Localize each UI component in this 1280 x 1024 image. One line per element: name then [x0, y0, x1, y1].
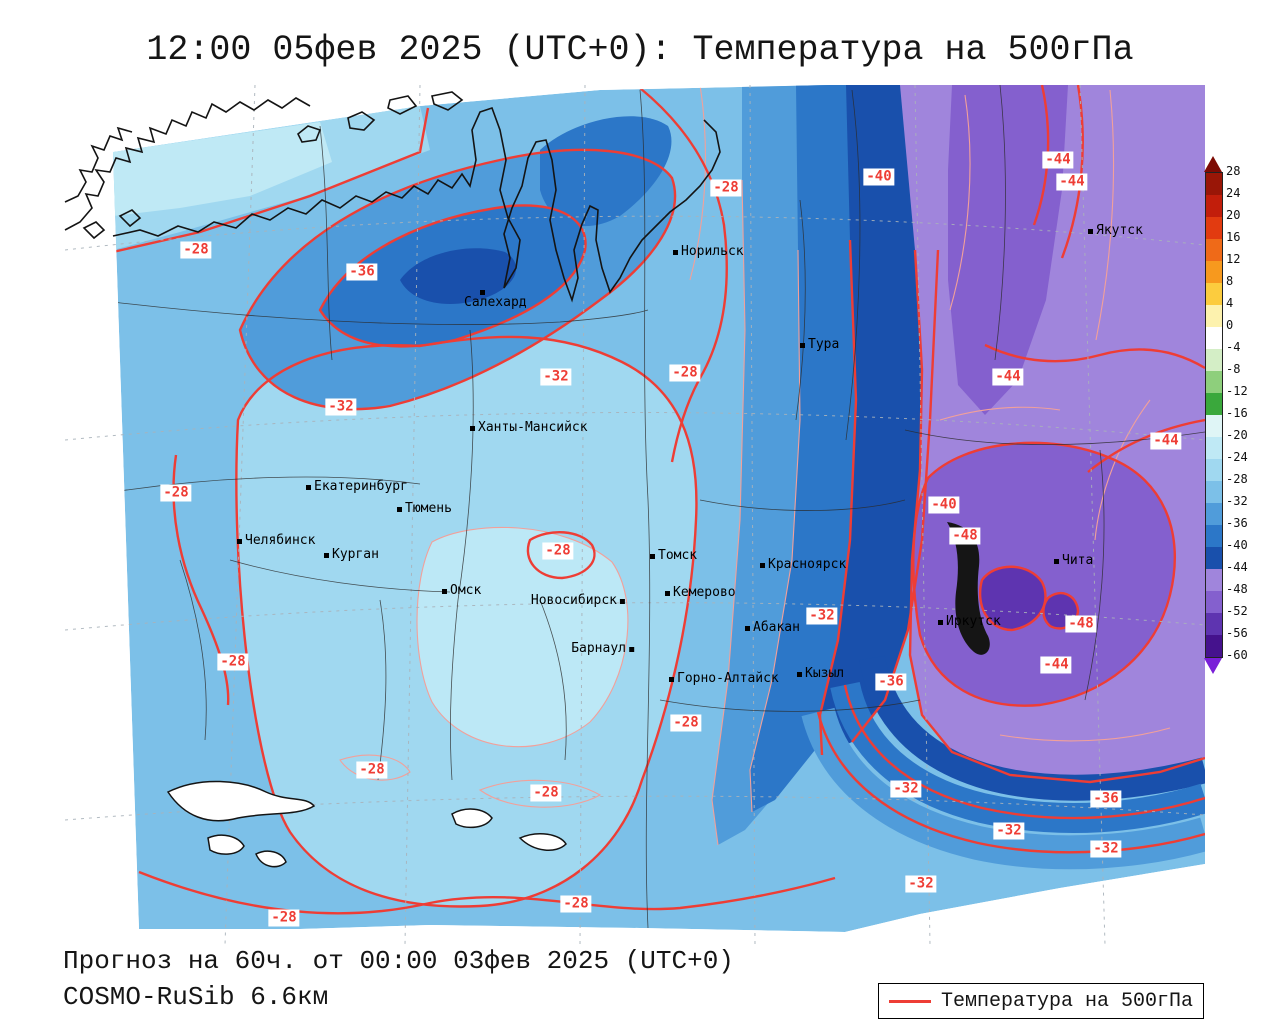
colorbar-band — [1206, 217, 1222, 239]
colorbar-arrow-down-icon — [1204, 658, 1222, 674]
colorbar-tick-label: -32 — [1226, 494, 1248, 508]
colorbar-tick-label: 4 — [1226, 296, 1234, 310]
colorbar-tick-label: -60 — [1226, 648, 1248, 662]
colorbar-tick-label: 8 — [1226, 274, 1234, 288]
colorbar-band — [1206, 393, 1222, 415]
colorbar-band — [1206, 239, 1222, 261]
legend-label: Температура на 500гПа — [941, 989, 1194, 1013]
colorbar-band — [1206, 371, 1222, 393]
colorbar-band — [1206, 415, 1222, 437]
colorbar-band — [1206, 525, 1222, 547]
colorbar-tick-label: -48 — [1226, 582, 1248, 596]
colorbar-band — [1206, 173, 1222, 195]
coastline-scandinavia — [64, 97, 311, 240]
map-legend: Температура на 500гПа — [878, 983, 1204, 1019]
colorbar-tick-label: 16 — [1226, 230, 1241, 244]
colorbar-tick-label: -28 — [1226, 472, 1248, 486]
colorbar-tick-label: -20 — [1226, 428, 1248, 442]
lake-baikal — [947, 522, 990, 655]
colorbar-tick-label: -8 — [1226, 362, 1241, 376]
colorbar-tick-label: -16 — [1226, 406, 1248, 420]
colorbar-band — [1206, 459, 1222, 481]
colorbar-band — [1206, 481, 1222, 503]
colorbar-tick-label: 12 — [1226, 252, 1241, 266]
colorbar-tick-label: -44 — [1226, 560, 1248, 574]
model-info: COSMO-RuSib 6.6км — [63, 982, 329, 1012]
colorbar-band — [1206, 327, 1222, 349]
colorbar-tick-label: 0 — [1226, 318, 1234, 332]
colorbar-band — [1206, 503, 1222, 525]
colorbar-tick-label: -56 — [1226, 626, 1248, 640]
colorbar-tick-label: 28 — [1226, 164, 1241, 178]
coastline-arctic — [112, 91, 721, 303]
colorbar-band — [1206, 547, 1222, 569]
forecast-info: Прогноз на 60ч. от 00:00 03фев 2025 (UTC… — [63, 946, 734, 976]
colorbar-tick-label: -24 — [1226, 450, 1248, 464]
colorbar-band — [1206, 349, 1222, 371]
colorbar-band — [1206, 591, 1222, 613]
colorbar-band — [1206, 261, 1222, 283]
colorbar-arrow-up-icon — [1204, 156, 1222, 172]
legend-contour-line-sample — [889, 999, 931, 1003]
lakes-southwest — [166, 780, 567, 868]
colorbar-band — [1206, 283, 1222, 305]
colorbar-band — [1206, 613, 1222, 635]
colorbar-tick-label: -40 — [1226, 538, 1248, 552]
colorbar-tick-label: -52 — [1226, 604, 1248, 618]
colorbar-tick-label: -12 — [1226, 384, 1248, 398]
colorbar-tick-label: -4 — [1226, 340, 1241, 354]
colorbar-band — [1206, 635, 1222, 657]
colorbar-tick-label: 20 — [1226, 208, 1241, 222]
colorbar-band — [1206, 437, 1222, 459]
colorbar-band — [1206, 195, 1222, 217]
colorbar-band — [1206, 305, 1222, 327]
colorbar-band — [1206, 569, 1222, 591]
colorbar-bands — [1205, 172, 1223, 658]
colorbar-tick-label: 24 — [1226, 186, 1241, 200]
colorbar-tick-label: -36 — [1226, 516, 1248, 530]
map-title: 12:00 05фев 2025 (UTC+0): Температура на… — [146, 30, 1134, 70]
